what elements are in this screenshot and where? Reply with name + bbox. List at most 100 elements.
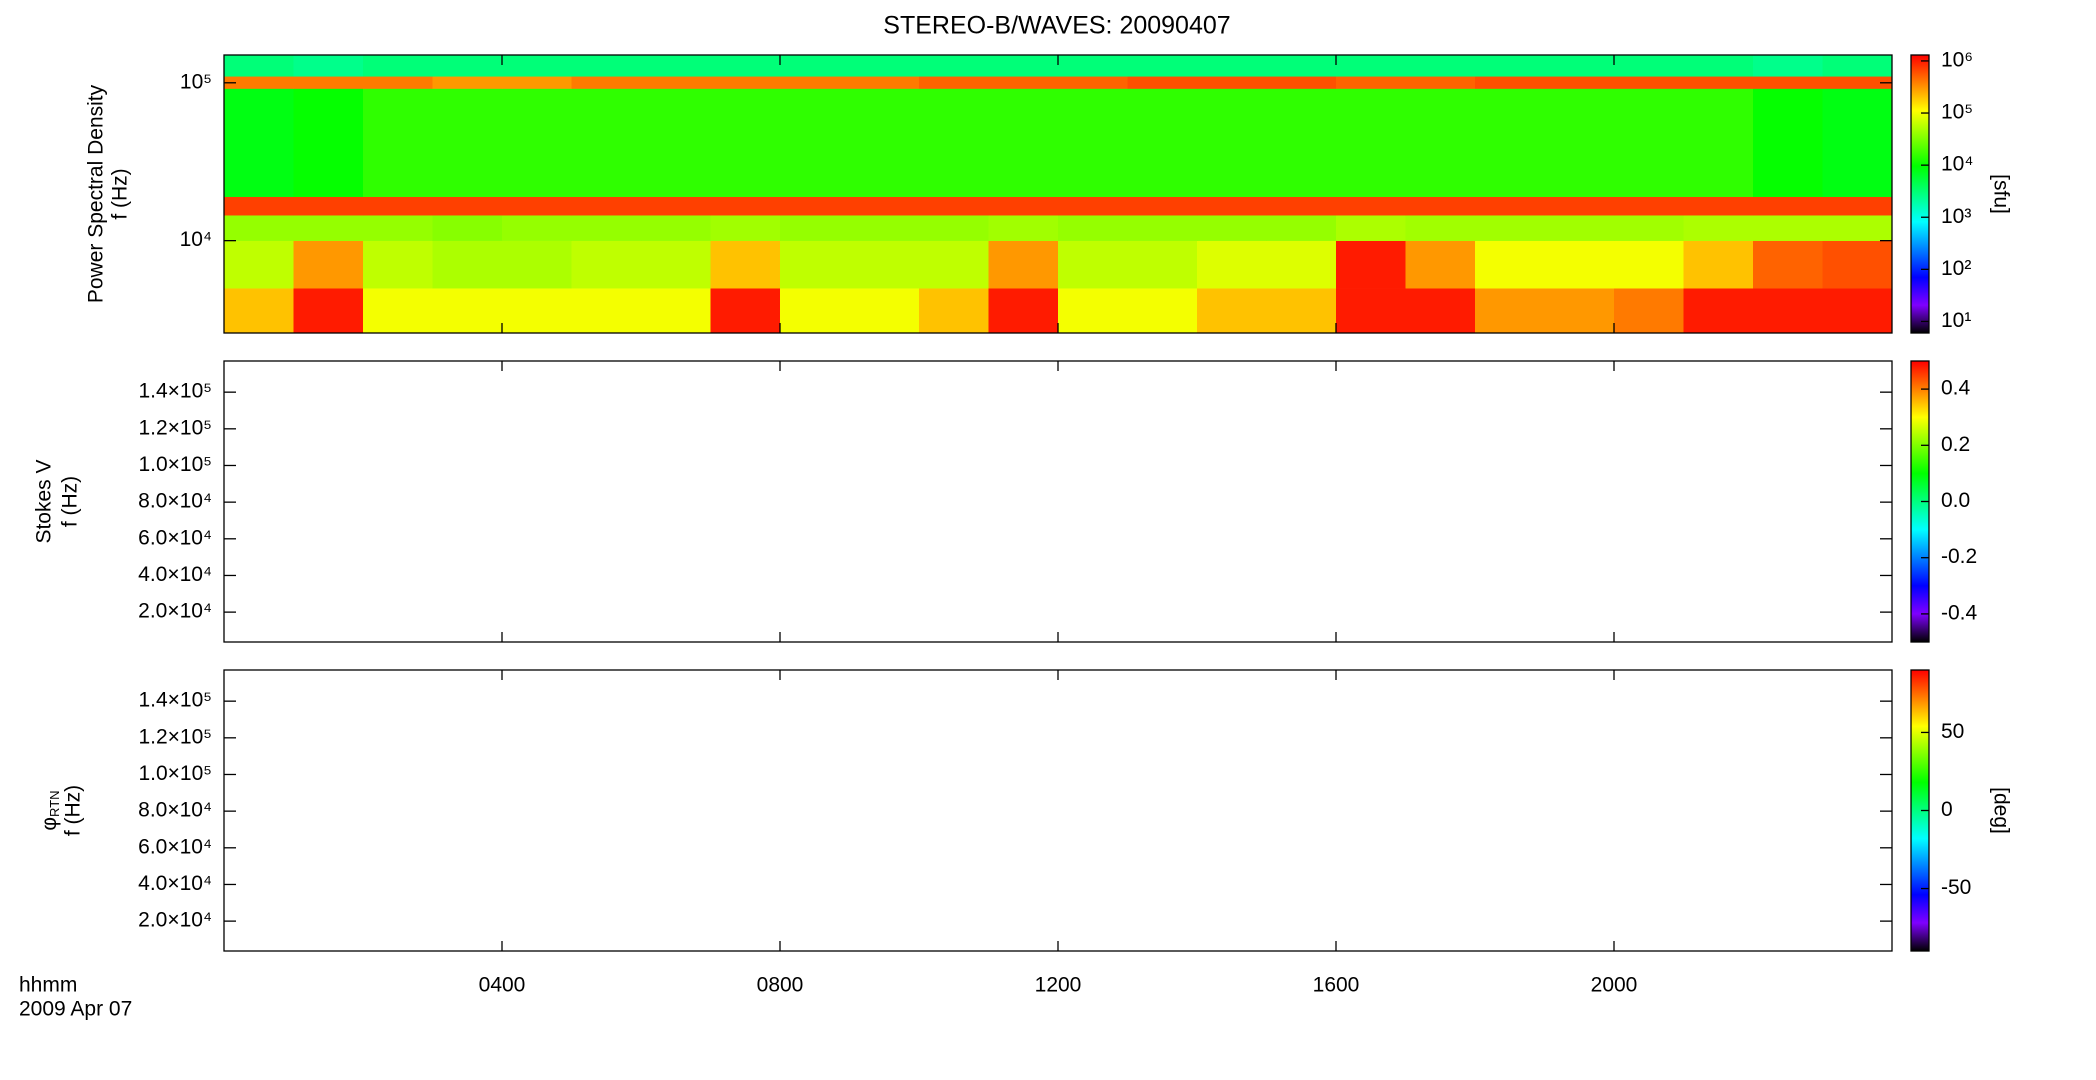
y-tick-label: 8.0×10⁴ [138, 799, 212, 822]
heatmap-cell [780, 288, 850, 334]
heatmap-cell [363, 240, 433, 289]
y-tick-label: 2.0×10⁴ [138, 600, 212, 623]
heatmap-cell [780, 215, 850, 241]
heatmap-cell [1127, 288, 1198, 334]
heatmap-cell [1614, 240, 1684, 289]
heatmap-cell [293, 196, 364, 216]
y-tick-label: 10⁴ [180, 228, 212, 251]
colorbar-tick-label: 50 [1941, 720, 1964, 743]
heatmap-cell [1266, 76, 1337, 89]
heatmap-cell [363, 88, 433, 197]
colorbar-tick-label: 0 [1941, 798, 1953, 821]
y-tick-label: 10⁵ [180, 70, 212, 93]
heatmap-cell [293, 55, 364, 77]
heatmap-cell [502, 240, 572, 289]
heatmap-cell [1683, 196, 1754, 216]
heatmap-cell [1336, 288, 1406, 334]
heatmap-cell [1822, 240, 1893, 289]
heatmap-cell [710, 240, 781, 289]
heatmap-cell [1753, 88, 1823, 197]
y-tick-label: 1.4×10⁵ [138, 380, 212, 403]
heatmap-cell [571, 88, 642, 197]
colorbar-label: [sfu] [1989, 174, 2012, 214]
heatmap-cell [432, 288, 503, 334]
heatmap-cell [502, 215, 572, 241]
heatmap-cell [641, 88, 711, 197]
heatmap-cell [780, 55, 850, 77]
heatmap-cell [571, 240, 642, 289]
heatmap-cell [710, 76, 781, 89]
heatmap-cell [1614, 76, 1684, 89]
heatmap-cell [432, 88, 503, 197]
heatmap-cell [432, 240, 503, 289]
x-tick-label: 0800 [757, 974, 804, 997]
heatmap-cell [502, 196, 572, 216]
heatmap-cell [1197, 288, 1267, 334]
y-tick-label: 1.2×10⁵ [138, 416, 212, 439]
heatmap-cell [988, 288, 1059, 334]
heatmap-cell [1683, 240, 1754, 289]
heatmap-cell [1614, 55, 1684, 77]
heatmap-cell [1058, 76, 1128, 89]
heatmap-cell [363, 76, 433, 89]
plot-frame [223, 669, 1893, 952]
heatmap-cell [849, 55, 920, 77]
heatmap-cell [1683, 288, 1754, 334]
heatmap-cell [224, 288, 294, 334]
heatmap-cell [641, 215, 711, 241]
colorbar-tick-label: -0.2 [1941, 545, 1977, 568]
heatmap-cell [432, 55, 503, 77]
heatmap-cell [1058, 288, 1128, 334]
heatmap-cell [849, 215, 920, 241]
heatmap-cell [1822, 288, 1893, 334]
heatmap-cell [1127, 215, 1198, 241]
heatmap-cell [1614, 288, 1684, 334]
heatmap-cell [1475, 288, 1545, 334]
heatmap-cell [1544, 196, 1615, 216]
colorbar-tick-label: 10⁶ [1941, 48, 1973, 71]
plot-frame [223, 360, 1893, 643]
heatmap-cell [1127, 55, 1198, 77]
heatmap-cell [710, 215, 781, 241]
heatmap-cell [1058, 88, 1128, 197]
heatmap-cell [1753, 240, 1823, 289]
heatmap-cell [1614, 88, 1684, 197]
heatmap-cell [1753, 288, 1823, 334]
heatmap-cell [1475, 240, 1545, 289]
x-axis-label: hhmm [19, 974, 77, 997]
colorbar [1910, 54, 1930, 334]
heatmap-cell [571, 55, 642, 77]
y-axis-label: f (Hz) [109, 168, 132, 219]
heatmap-cell [1544, 215, 1615, 241]
heatmap-cell [919, 215, 989, 241]
heatmap-cell [919, 55, 989, 77]
heatmap-cell [1127, 76, 1198, 89]
heatmap-cell [1405, 196, 1476, 216]
heatmap-cell [1266, 55, 1337, 77]
x-tick-label: 1600 [1313, 974, 1360, 997]
heatmap-cell [1058, 215, 1128, 241]
heatmap-cell [1822, 55, 1893, 77]
heatmap-cell [1266, 196, 1337, 216]
heatmap-cell [1197, 196, 1267, 216]
x-tick-label: 2000 [1591, 974, 1638, 997]
heatmap-cell [293, 215, 364, 241]
heatmap-cell [1336, 196, 1406, 216]
heatmap-cell [224, 240, 294, 289]
colorbar-tick-label: 10⁵ [1941, 101, 1973, 124]
heatmap-cell [1266, 88, 1337, 197]
heatmap-cell [1266, 288, 1337, 334]
heatmap-cell [780, 240, 850, 289]
heatmap-cell [849, 196, 920, 216]
heatmap-cell [363, 215, 433, 241]
heatmap-cell [1475, 215, 1545, 241]
heatmap-cell [1544, 76, 1615, 89]
heatmap-cell [1683, 215, 1754, 241]
heatmap-cell [919, 288, 989, 334]
y-tick-label: 8.0×10⁴ [138, 490, 212, 513]
heatmap-cell [1475, 55, 1545, 77]
y-axis-label: Power Spectral Density [85, 84, 108, 303]
heatmap-cell [293, 288, 364, 334]
colorbar-tick-label: 10² [1941, 257, 1971, 280]
